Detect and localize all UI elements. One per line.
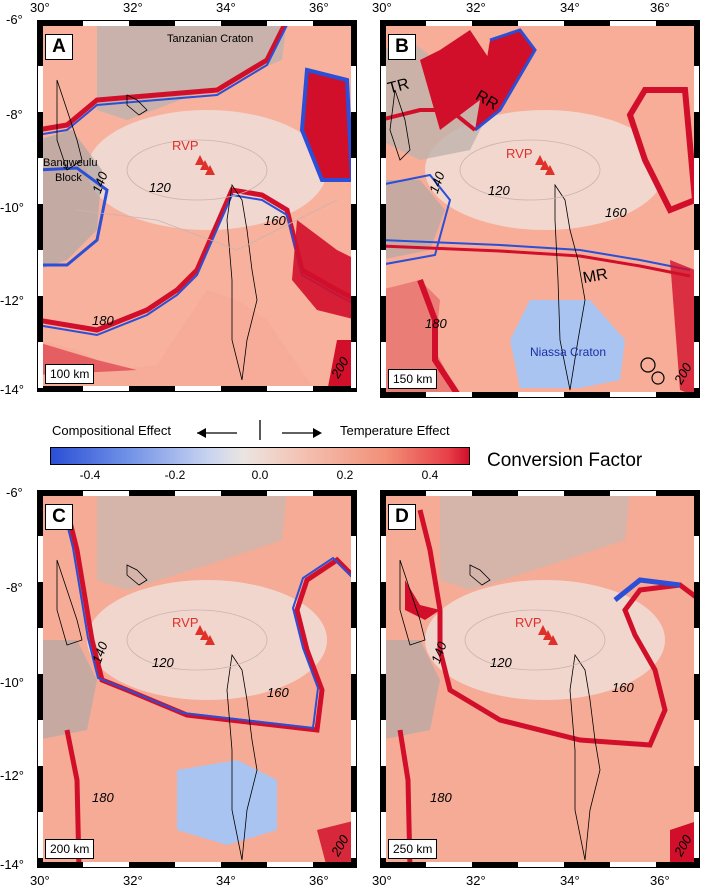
lon-label: 32° xyxy=(466,0,486,15)
lon-label: 36° xyxy=(650,0,670,15)
panel-a-letter: A xyxy=(45,34,73,60)
lat-label: -8° xyxy=(6,580,23,595)
colorbar-tick: -0.2 xyxy=(164,468,186,482)
contour-120: 120 xyxy=(490,655,512,670)
map-d-svg xyxy=(380,490,700,868)
contour-120: 120 xyxy=(149,180,171,195)
map-d: D RVP 140 120 160 180 200 250 km xyxy=(380,490,700,868)
panel-b-letter: B xyxy=(388,34,416,60)
lon-label: 34° xyxy=(560,0,580,15)
lon-label: 32° xyxy=(466,873,486,888)
colorbar-tick: 0.0 xyxy=(251,468,269,482)
tanzanian-craton-label: Tanzanian Craton xyxy=(167,33,254,45)
legend: Compositional Effect Temperature Effect … xyxy=(0,410,706,485)
map-c-svg xyxy=(37,490,357,868)
contour-120: 120 xyxy=(152,655,174,670)
panel-c: C RVP 140 120 160 180 200 200 km -6° -8°… xyxy=(0,485,360,892)
panel-b: B TR RR MR Niassa Craton RVP 140 120 160… xyxy=(350,0,706,405)
map-a: A Tanzanian Craton Bangweulu Block RVP 1… xyxy=(37,20,357,392)
temperature-effect-label: Temperature Effect xyxy=(340,423,450,438)
rvp-volcano-icon xyxy=(538,625,548,635)
contour-160: 160 xyxy=(264,213,286,228)
compositional-effect-label: Compositional Effect xyxy=(52,423,171,438)
map-b: B TR RR MR Niassa Craton RVP 140 120 160… xyxy=(380,20,700,398)
lat-label: -6° xyxy=(6,12,23,27)
lon-label: 36° xyxy=(650,873,670,888)
map-c: C RVP 140 120 160 180 200 200 km xyxy=(37,490,357,868)
block-label: Block xyxy=(55,172,82,184)
panel-d-letter: D xyxy=(388,504,416,530)
lon-label: 36° xyxy=(309,0,329,15)
rvp-label: RVP xyxy=(506,146,533,161)
map-b-svg xyxy=(380,20,700,398)
lat-label: -6° xyxy=(6,485,23,500)
depth-label-a: 100 km xyxy=(45,364,95,384)
rvp-label: RVP xyxy=(172,138,199,153)
contour-180: 180 xyxy=(425,316,447,331)
rvp-volcano-icon xyxy=(195,155,205,165)
lon-label: 32° xyxy=(123,873,143,888)
colorbar xyxy=(50,447,470,465)
lon-label: 32° xyxy=(123,0,143,15)
rvp-volcano-icon xyxy=(535,155,545,165)
lat-label: -12° xyxy=(0,293,24,308)
bangweulu-label: Bangweulu xyxy=(43,157,98,169)
depth-label-d: 250 km xyxy=(388,839,438,859)
lat-label: -10° xyxy=(0,200,24,215)
panel-a: A Tanzanian Craton Bangweulu Block RVP 1… xyxy=(0,0,360,405)
colorbar-title: Conversion Factor xyxy=(487,450,643,471)
panel-d: D RVP 140 120 160 180 200 250 km 30° 32°… xyxy=(350,485,706,892)
niassa-craton-label: Niassa Craton xyxy=(530,345,607,359)
contour-180: 180 xyxy=(430,790,452,805)
lon-label: 30° xyxy=(30,873,50,888)
lat-label: -10° xyxy=(0,675,24,690)
lat-label: -8° xyxy=(6,107,23,122)
contour-160: 160 xyxy=(612,680,634,695)
rvp-label: RVP xyxy=(515,615,542,630)
lon-label: 34° xyxy=(560,873,580,888)
lon-label: 30° xyxy=(372,0,392,15)
panel-c-letter: C xyxy=(45,504,73,530)
lat-label: -14° xyxy=(0,382,24,397)
lon-label: 30° xyxy=(30,0,50,15)
lat-label: -12° xyxy=(0,768,24,783)
contour-160: 160 xyxy=(267,685,289,700)
effect-arrows xyxy=(197,420,322,440)
contour-120: 120 xyxy=(488,183,510,198)
lon-label: 34° xyxy=(216,873,236,888)
lat-label: -14° xyxy=(0,857,24,872)
rvp-label: RVP xyxy=(172,615,199,630)
rvp-volcano-icon xyxy=(195,625,205,635)
contour-160: 160 xyxy=(605,205,627,220)
colorbar-tick: -0.4 xyxy=(79,468,101,482)
depth-label-c: 200 km xyxy=(45,839,95,859)
colorbar-tick: 0.4 xyxy=(421,468,439,482)
lon-label: 36° xyxy=(309,873,329,888)
lon-label: 34° xyxy=(216,0,236,15)
contour-180: 180 xyxy=(92,313,114,328)
map-a-svg xyxy=(37,20,357,392)
contour-180: 180 xyxy=(92,790,114,805)
lon-label: 30° xyxy=(372,873,392,888)
depth-label-b: 150 km xyxy=(388,369,438,389)
colorbar-tick: 0.2 xyxy=(336,468,354,482)
